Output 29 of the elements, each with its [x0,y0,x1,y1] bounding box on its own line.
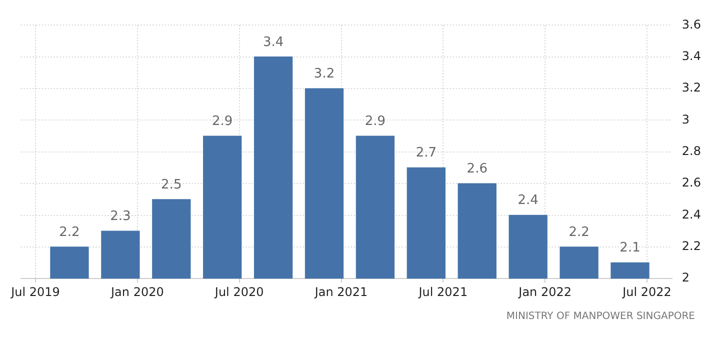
y-tick-label: 2 [682,270,690,285]
data-label: 2.9 [212,114,233,129]
data-label: 3.4 [262,34,284,50]
data-label: 2.2 [568,224,590,240]
y-tick-label: 3.6 [682,17,702,32]
x-tick-label: Jan 2020 [110,284,164,299]
x-tick-label: Jul 2020 [214,284,264,299]
y-tick-label: 3.4 [682,49,702,63]
y-tick-label: 3 [682,112,690,126]
data-label: 2.3 [110,208,131,224]
y-tick-label: 2.8 [682,144,702,158]
data-label: 2.4 [518,193,538,208]
data-label: 2.6 [466,161,488,176]
text: MINISTRY OF MANPOWER SINGAPORE [505,311,696,322]
x-tick-label: Jul 2022 [622,284,672,299]
x-tick-label: Jul 2019 [10,284,60,299]
data-label: 2.2 [59,224,80,240]
data-label: 2.1 [620,240,640,256]
data-label: 2.7 [416,146,437,161]
x-tick-label: Jan 2022 [518,284,572,299]
data-label: 2.5 [161,177,182,192]
x-tick-label: Jul 2021 [418,284,468,299]
y-tick-label: 2.6 [682,176,702,190]
data-label: 2.9 [364,114,386,129]
data-label: 3.2 [314,66,335,82]
y-tick-label: 2.2 [682,239,702,254]
x-tick-label: Jan 2021 [314,284,368,299]
y-tick-label: 3.2 [682,80,702,95]
y-tick-label: 2.4 [682,207,702,222]
